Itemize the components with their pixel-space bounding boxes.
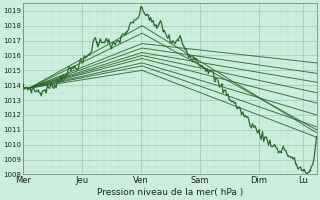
X-axis label: Pression niveau de la mer( hPa ): Pression niveau de la mer( hPa ) bbox=[97, 188, 243, 197]
